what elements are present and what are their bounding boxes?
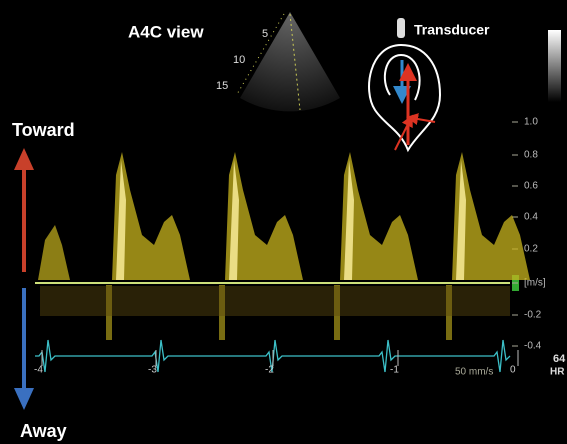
scale-label: 0.6 bbox=[524, 181, 538, 192]
toward-label: Toward bbox=[12, 120, 75, 140]
depth-label: 5 bbox=[262, 28, 268, 40]
sweep-speed: 50 mm/s bbox=[455, 367, 493, 378]
heart-rate: 64 bbox=[553, 353, 566, 365]
depth-label: 10 bbox=[233, 54, 245, 66]
heart-rate-label: HR bbox=[550, 367, 565, 378]
page: 5 10 15 A4C view Transducer Toward Away … bbox=[0, 0, 567, 444]
gray-scale-bar bbox=[548, 30, 561, 102]
time-label: -4 bbox=[34, 365, 43, 376]
doppler-figure: 5 10 15 A4C view Transducer Toward Away … bbox=[0, 0, 567, 444]
scale-label: 0.4 bbox=[524, 212, 538, 223]
view-label: A4C view bbox=[128, 22, 204, 41]
time-label: -2 bbox=[265, 365, 274, 376]
scale-label: 1.0 bbox=[524, 117, 538, 128]
scale-label: 0.8 bbox=[524, 150, 538, 161]
scale-label: 0.2 bbox=[524, 244, 538, 255]
scale-label: -0.4 bbox=[524, 341, 542, 352]
time-label: 0 bbox=[510, 365, 516, 376]
depth-label: 15 bbox=[216, 80, 228, 92]
scale-label: -0.2 bbox=[524, 310, 542, 321]
time-label: -3 bbox=[148, 365, 157, 376]
time-label: -1 bbox=[390, 365, 399, 376]
doppler-noise bbox=[40, 286, 510, 316]
transducer-label: Transducer bbox=[414, 22, 490, 38]
away-label: Away bbox=[20, 421, 67, 441]
transducer-icon bbox=[397, 18, 405, 38]
